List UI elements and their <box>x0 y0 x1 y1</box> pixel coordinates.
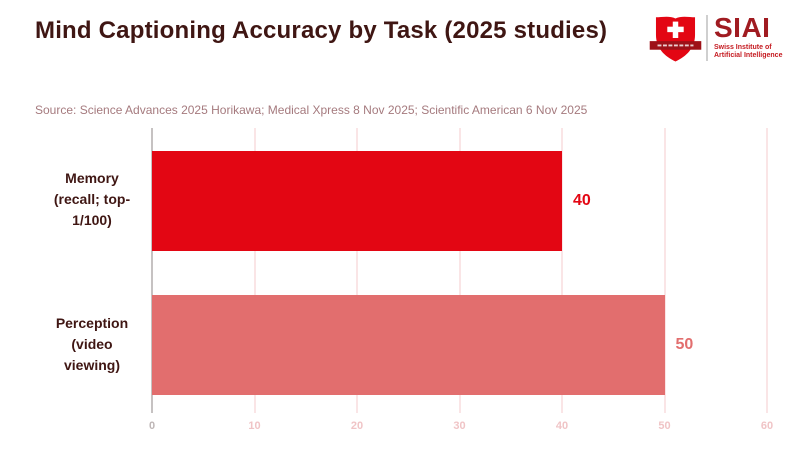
gridline-60 <box>766 128 768 413</box>
siai-logo: SIAI Swiss Institute of Artificial Intel… <box>649 13 782 63</box>
shield-shape <box>655 16 696 62</box>
gridline-50 <box>663 128 666 413</box>
swiss-shield-icon <box>649 16 702 62</box>
category-label-line: viewing) <box>63 357 120 373</box>
gridline-0 <box>151 128 153 413</box>
source-caption: Source: Science Advances 2025 Horikawa; … <box>35 103 588 117</box>
x-tick-label-10: 10 <box>248 420 261 432</box>
logo-subtitle-line2: Artificial Intelligence <box>714 52 783 59</box>
logo-text: SIAI Swiss Institute of Artificial Intel… <box>714 13 782 60</box>
gridline-40 <box>561 128 563 413</box>
category-label-line: (video <box>71 336 113 352</box>
gridline-10 <box>253 128 256 413</box>
category-label-memory: Memory (recall; top- 1/100) <box>38 168 146 231</box>
logo-divider <box>706 15 708 61</box>
category-label-perception: Perception (video viewing) <box>38 313 146 376</box>
value-label-memory: 40 <box>572 192 591 209</box>
x-tick-label-50: 50 <box>658 420 671 432</box>
x-tick-label-60: 60 <box>760 420 774 432</box>
x-tick-label-30: 30 <box>453 420 466 432</box>
category-label-line: Perception <box>55 315 129 331</box>
value-label-perception: 50 <box>675 336 694 353</box>
bar-perception <box>152 295 665 395</box>
category-label-line: (recall; top- <box>53 191 131 207</box>
category-label-line: 1/100) <box>72 212 112 228</box>
bar-chart-plot-area: 40 50 <box>151 128 768 413</box>
x-tick-label-40: 40 <box>555 420 569 432</box>
logo-acronym: SIAI <box>714 12 771 43</box>
x-axis-tick-labels: 0 10 20 30 40 50 60 <box>148 420 773 436</box>
logo-subtitle-line1: Swiss Institute of <box>714 44 772 51</box>
cross-horizontal <box>667 26 684 33</box>
gridline-30 <box>458 128 461 413</box>
x-tick-label-0: 0 <box>148 420 156 432</box>
category-label-line: Memory <box>65 170 119 186</box>
gridline-20 <box>356 128 358 413</box>
x-tick-label-20: 20 <box>350 420 364 432</box>
page-title: Mind Captioning Accuracy by Task (2025 s… <box>35 17 608 44</box>
logo-subtitle: Swiss Institute of Artificial Intelligen… <box>714 44 782 60</box>
bar-memory <box>152 151 562 251</box>
